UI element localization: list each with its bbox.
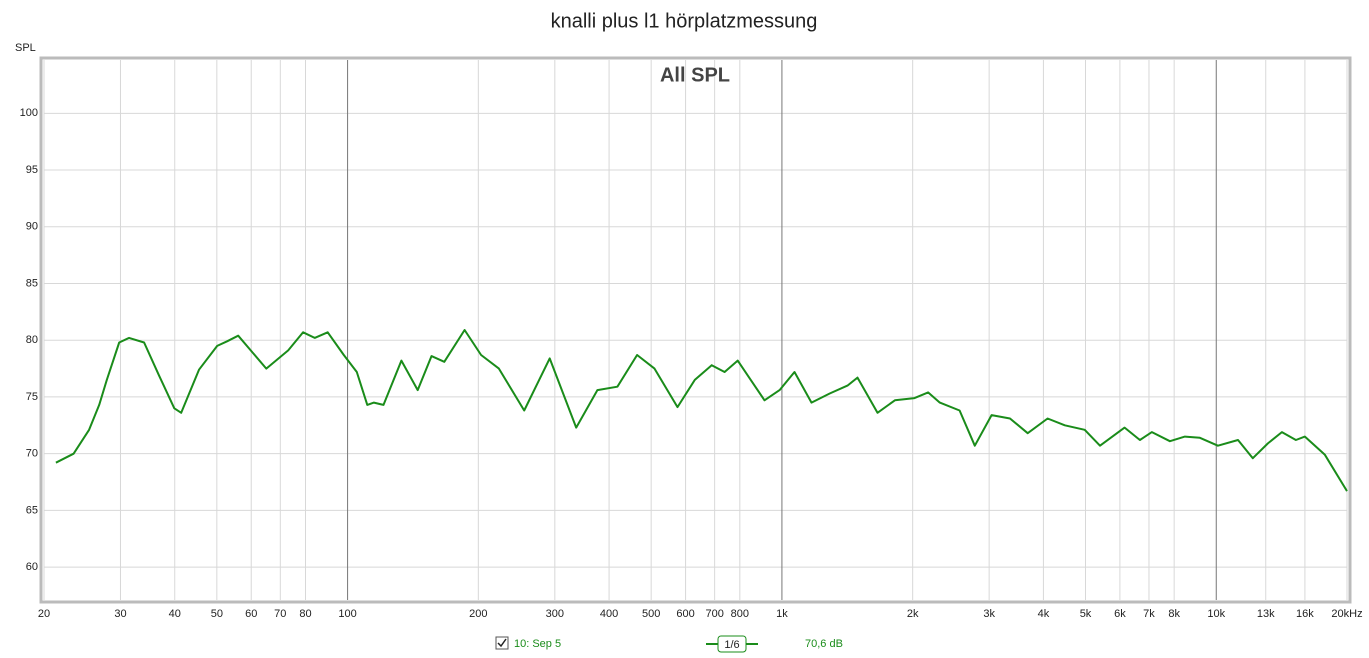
x-tick-label: 20kHz: [1331, 608, 1362, 620]
x-tick-label: 2k: [907, 608, 919, 620]
x-tick-label: 400: [600, 608, 618, 620]
x-tick-label: 300: [546, 608, 564, 620]
level: 70,6 dB: [805, 638, 843, 650]
y-tick-label: 90: [26, 221, 38, 233]
x-tick-label: 800: [731, 608, 749, 620]
y-tick-label: 85: [26, 277, 38, 289]
x-tick-label: 7k: [1143, 608, 1155, 620]
y-tick-label: 70: [26, 448, 38, 460]
x-tick-label: 10k: [1207, 608, 1225, 620]
y-tick-label: 60: [26, 561, 38, 573]
y-tick-label: 80: [26, 334, 38, 346]
x-tick-label: 200: [469, 608, 487, 620]
x-tick-label: 1k: [776, 608, 788, 620]
grid: [43, 60, 1348, 600]
x-tick-label: 40: [169, 608, 181, 620]
x-tick-label: 50: [211, 608, 223, 620]
x-tick-label: 20: [38, 608, 50, 620]
y-tick-label: 65: [26, 504, 38, 516]
x-tick-label: 700: [705, 608, 723, 620]
chart-title: knalli plus l1 hörplatzmessung: [551, 10, 818, 32]
x-tick-label: 16k: [1296, 608, 1314, 620]
y-tick-label: 100: [20, 107, 38, 119]
line-series: [55, 329, 1348, 492]
smoothing-box[interactable]: [717, 635, 747, 653]
x-tick-label: 100: [338, 608, 356, 620]
x-tick-label: 60: [245, 608, 257, 620]
check-mark: [497, 638, 507, 648]
x-tick-label: 80: [299, 608, 311, 620]
annotation: All SPL: [660, 64, 730, 86]
x-tick-label: 500: [642, 608, 660, 620]
x-tick-label: 8k: [1168, 608, 1180, 620]
legend-label: 10: Sep 5: [514, 638, 561, 650]
x-tick-label: 6k: [1114, 608, 1126, 620]
y-axis-label: SPL: [15, 42, 36, 54]
x-tick-label: 3k: [983, 608, 995, 620]
legend-checkbox[interactable]: [495, 636, 509, 650]
plot-frame: [39, 56, 1352, 604]
x-tick-label: 13k: [1257, 608, 1275, 620]
x-tick-label: 30: [114, 608, 126, 620]
x-tick-label: 70: [274, 608, 286, 620]
x-tick-label: 600: [676, 608, 694, 620]
x-tick-label: 4k: [1038, 608, 1050, 620]
y-tick-label: 75: [26, 391, 38, 403]
x-tick-label: 5k: [1080, 608, 1092, 620]
smoothing: 1/6: [724, 639, 739, 651]
y-tick-label: 95: [26, 164, 38, 176]
